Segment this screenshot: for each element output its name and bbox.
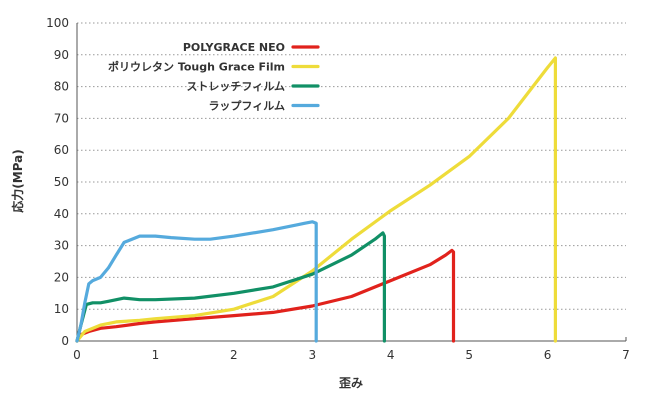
legend: POLYGRACE NEO ポリウレタン Tough Grace Film ストレッ…: [108, 41, 320, 113]
x-tick-label: 7: [622, 348, 630, 362]
y-tick-label: 20: [54, 270, 69, 284]
y-tick-label: 0: [61, 334, 69, 348]
y-tick-label: 70: [54, 111, 69, 125]
legend-label: POLYGRACE NEO: [183, 41, 285, 54]
x-tick-label: 3: [308, 348, 316, 362]
y-tick-label: 80: [54, 80, 69, 94]
legend-label: ラップフィルム: [208, 99, 285, 113]
x-tick-label: 0: [73, 348, 81, 362]
x-tick-label: 4: [387, 348, 395, 362]
y-tick-label: 30: [54, 239, 69, 253]
y-tick-label: 90: [54, 48, 69, 62]
legend-label: ポリウレタン Tough Grace Film: [108, 60, 285, 74]
tick-labels: 0 10 20 30 40 50 60 70 80 90 100 0 1 2 3 4 5 6 7: [46, 16, 630, 362]
x-axis-title: 歪み: [339, 376, 363, 390]
axes: [76, 23, 627, 342]
x-tick-label: 5: [465, 348, 473, 362]
series-line-1: [75, 248, 456, 343]
y-tick-label: 10: [54, 302, 69, 316]
y-tick-label: 100: [46, 16, 69, 30]
series-line-4: [75, 220, 318, 343]
y-axis-title: 応力(MPa): [10, 149, 25, 212]
legend-label: ストレッチフィルム: [186, 80, 285, 93]
y-tick-label: 60: [54, 143, 69, 157]
series-line-2: [75, 56, 558, 343]
x-tick-label: 6: [544, 348, 552, 362]
x-tick-label: 2: [230, 348, 238, 362]
y-tick-label: 50: [54, 175, 69, 189]
series-line-3: [75, 231, 386, 343]
plot-area: [75, 56, 558, 343]
x-tick-label: 1: [152, 348, 160, 362]
y-tick-label: 40: [54, 207, 69, 221]
